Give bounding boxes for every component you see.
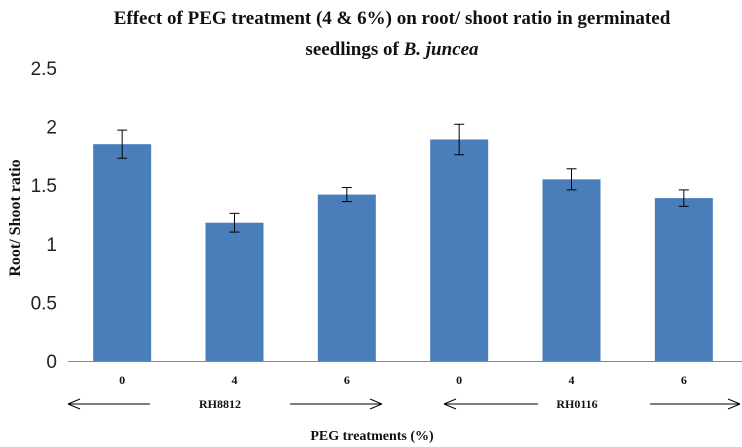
bar xyxy=(205,222,264,361)
error-bar xyxy=(678,189,689,207)
group-rh0116: RH0116 xyxy=(443,397,741,411)
group-label-rh8812: RH8812 xyxy=(199,397,241,411)
group-rh8812: RH8812 xyxy=(67,397,383,411)
arrow-left-icon xyxy=(443,398,457,410)
bar xyxy=(317,194,376,361)
x-tick-label: 4 xyxy=(232,373,238,387)
error-bar xyxy=(454,123,465,156)
y-tick-label: 0.5 xyxy=(31,293,57,314)
bar xyxy=(654,198,713,361)
y-tick-label: 0 xyxy=(46,352,57,373)
error-bar xyxy=(229,212,240,233)
error-bar xyxy=(341,187,352,203)
x-axis-label: PEG treatments (%) xyxy=(310,429,434,444)
error-bar xyxy=(566,168,577,191)
y-tick-labels: 0 0.5 1 1.5 2 2.5 xyxy=(31,59,57,373)
bar xyxy=(542,179,601,361)
error-bar xyxy=(117,129,128,159)
arrow-right-icon xyxy=(727,398,741,410)
x-tick-label: 6 xyxy=(344,373,350,387)
y-axis-label: Root/ Shoot ratio xyxy=(7,159,24,276)
arrow-left-icon xyxy=(67,398,81,410)
error-bars xyxy=(117,123,689,233)
bar xyxy=(430,139,489,361)
x-tick-label: 4 xyxy=(569,373,575,387)
y-tick-label: 2.5 xyxy=(31,59,57,80)
species-name: B. juncea xyxy=(403,39,479,60)
chart-title-line1: Effect of PEG treatment (4 & 6%) on root… xyxy=(114,8,671,29)
x-tick-label: 6 xyxy=(681,373,687,387)
y-tick-label: 2 xyxy=(46,118,57,139)
y-tick-label: 1 xyxy=(46,235,57,256)
x-tick-label: 0 xyxy=(456,373,462,387)
y-tick-label: 1.5 xyxy=(31,176,57,197)
chart-title-line2: seedlings of B. juncea xyxy=(305,39,479,60)
group-label-rh0116: RH0116 xyxy=(556,397,597,411)
x-tick-label: 0 xyxy=(119,373,125,387)
x-tick-labels: 0 4 6 0 4 6 xyxy=(119,373,687,387)
bar xyxy=(93,144,152,361)
bars xyxy=(93,139,713,361)
arrow-right-icon xyxy=(369,398,383,410)
